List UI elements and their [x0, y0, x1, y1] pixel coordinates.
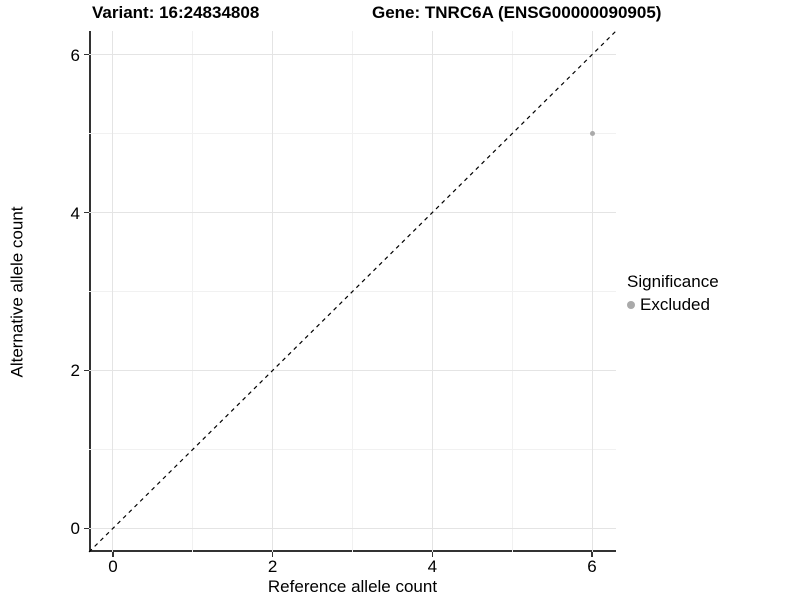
x-tick-mark	[271, 552, 274, 557]
gridline-major-vertical	[112, 31, 114, 552]
y-tick-mark	[84, 527, 89, 530]
y-tick-label: 2	[70, 361, 80, 381]
x-axis-title: Reference allele count	[267, 577, 438, 596]
legend-entry: Excluded	[627, 295, 719, 315]
gridline-major-horizontal	[89, 369, 616, 371]
legend: Significance Excluded	[627, 272, 719, 315]
x-tick-mark	[112, 552, 114, 557]
data-point	[589, 131, 595, 137]
gridline-minor-horizontal	[89, 448, 616, 450]
gridline-major-vertical	[431, 31, 433, 552]
y-tick-mark	[84, 211, 89, 214]
x-tick-label: 0	[108, 557, 118, 576]
identity-dashed-line	[88, 30, 617, 553]
gridline-minor-horizontal	[89, 133, 616, 135]
y-tick-mark	[84, 369, 89, 372]
plot-title-variant: Variant: 16:24834808	[92, 3, 260, 22]
y-axis-title: Alternative allele count	[6, 31, 30, 552]
y-tick-mark	[84, 53, 89, 56]
x-tick-label: 2	[267, 557, 278, 576]
plot-title-gene: Gene: TNRC6A (ENSG00000090905)	[372, 3, 662, 22]
legend-marker-circle-icon	[627, 301, 635, 309]
y-tick-label: 4	[70, 203, 80, 223]
gridline-major-horizontal	[89, 527, 616, 529]
y-tick-label: 0	[70, 519, 80, 539]
x-tick-mark	[431, 552, 434, 557]
legend-title: Significance	[627, 272, 719, 291]
gridline-major-vertical	[591, 31, 593, 552]
gridline-major-horizontal	[89, 54, 616, 56]
gridline-major-horizontal	[89, 212, 616, 214]
x-tick-label: 4	[427, 557, 438, 576]
gridline-major-vertical	[272, 31, 274, 552]
plot-panel	[88, 30, 617, 553]
x-tick-label: 6	[587, 557, 597, 576]
legend-entry-label: Excluded	[640, 295, 710, 314]
y-axis-title-text: Alternative allele count	[8, 205, 28, 378]
y-tick-label: 6	[70, 45, 80, 65]
x-tick-mark	[591, 552, 593, 557]
